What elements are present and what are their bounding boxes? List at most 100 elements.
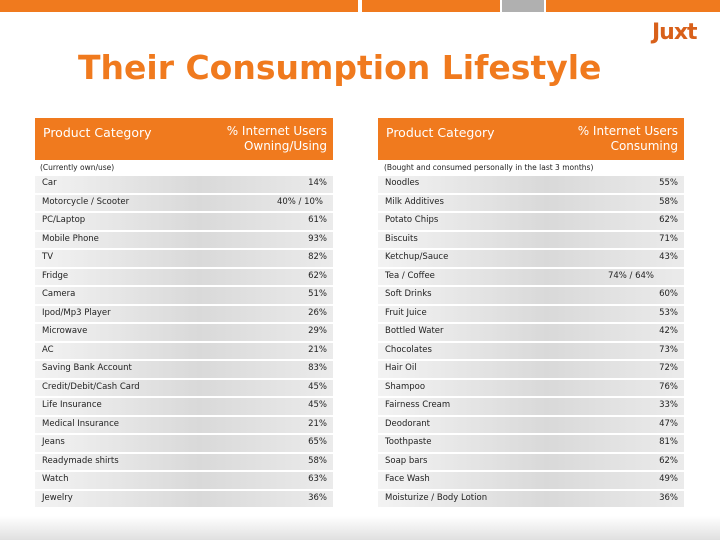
table-row: Microwave 29%: [35, 323, 333, 342]
row-value: 82%: [308, 252, 327, 262]
table-row: Shampoo 76%: [378, 379, 684, 398]
table-row: Medical Insurance 21%: [35, 416, 333, 435]
row-value: 71%: [659, 233, 678, 244]
table-row: Fairness Cream 33%: [378, 397, 684, 416]
top-accent-bar: [0, 0, 358, 12]
row-value: 83%: [308, 363, 327, 373]
table-row: TV 82%: [35, 249, 333, 268]
right-header-percent-line1: % Internet Users: [577, 124, 678, 138]
page-title: Their Consumption Lifestyle: [78, 48, 602, 87]
row-label: Tea / Coffee: [385, 270, 435, 281]
table-row: Fridge 62%: [35, 268, 333, 287]
row-value: 74% / 64%: [607, 270, 654, 281]
table-row: Hair Oil 72%: [378, 360, 684, 379]
left-table-note: (Currently own/use): [40, 163, 115, 172]
table-row: Camera 51%: [35, 286, 333, 305]
row-label: Jewelry: [42, 492, 73, 503]
left-header-category: Product Category: [43, 125, 152, 140]
row-label: Motorcycle / Scooter: [42, 196, 130, 207]
row-label: Bottled Water: [385, 326, 444, 336]
row-label: Shampoo: [385, 381, 426, 392]
row-label: Face Wash: [385, 474, 430, 484]
row-label: Ketchup/Sauce: [385, 252, 449, 262]
row-label: Jeans: [42, 437, 65, 447]
row-label: Milk Additives: [385, 196, 444, 207]
row-value: 26%: [308, 307, 327, 318]
table-row: Watch 63%: [35, 471, 333, 490]
row-label: Fruit Juice: [385, 307, 427, 318]
row-label: PC/Laptop: [42, 215, 86, 225]
table-row: Fruit Juice 53%: [378, 305, 684, 324]
table-row: Credit/Debit/Cash Card 45%: [35, 379, 333, 398]
row-value: 62%: [308, 270, 327, 281]
row-value: 36%: [308, 492, 327, 503]
row-label: Chocolates: [385, 344, 432, 355]
row-value: 51%: [308, 289, 327, 299]
row-value: 58%: [659, 196, 678, 207]
right-header-percent: % Internet Users Consuming: [578, 124, 678, 154]
table-row: Car 14%: [35, 175, 333, 194]
row-label: Noodles: [385, 178, 420, 188]
row-value: 49%: [659, 474, 678, 484]
table-row: Biscuits 71%: [378, 231, 684, 250]
table-row: Saving Bank Account 83%: [35, 360, 333, 379]
table-row: Motorcycle / Scooter 40% / 10%: [35, 194, 333, 213]
table-row: Toothpaste 81%: [378, 434, 684, 453]
table-row: Bottled Water 42%: [378, 323, 684, 342]
row-value: 60%: [659, 289, 678, 299]
row-value: 45%: [308, 381, 327, 392]
row-label: TV: [42, 252, 54, 262]
table-row: Milk Additives 58%: [378, 194, 684, 213]
row-value: 73%: [659, 344, 678, 355]
row-label: Car: [42, 178, 57, 188]
row-value: 65%: [308, 437, 327, 447]
row-value: 29%: [308, 326, 327, 336]
left-table-body: Car 14% Motorcycle / Scooter 40% / 10% PC/…: [35, 175, 333, 508]
table-row: Soap bars 62%: [378, 453, 684, 472]
top-accent-bar: [546, 0, 720, 12]
table-row: Chocolates 73%: [378, 342, 684, 361]
table-row: PC/Laptop 61%: [35, 212, 333, 231]
row-label: Biscuits: [385, 233, 418, 244]
left-header-percent: % Internet Users Owning/Using: [227, 124, 327, 154]
row-value: 72%: [659, 363, 678, 373]
row-value: 36%: [659, 492, 678, 503]
left-table-header: Product Category % Internet Users Owning…: [35, 118, 333, 160]
row-label: Mobile Phone: [42, 233, 99, 244]
row-value: 53%: [659, 307, 678, 318]
row-value: 62%: [659, 215, 678, 225]
row-value: 21%: [308, 344, 327, 355]
table-row: AC 21%: [35, 342, 333, 361]
row-value: 76%: [659, 381, 678, 392]
row-label: Potato Chips: [385, 215, 439, 225]
right-table-header: Product Category % Internet Users Consum…: [378, 118, 684, 160]
table-row: Jewelry 36%: [35, 490, 333, 509]
row-value: 62%: [659, 455, 678, 466]
row-value: 93%: [308, 233, 327, 244]
row-label: Credit/Debit/Cash Card: [42, 381, 140, 392]
right-header-category: Product Category: [386, 125, 495, 140]
row-value: 43%: [659, 252, 678, 262]
right-table-body: Noodles 55% Milk Additives 58% Potato Chip…: [378, 175, 684, 508]
row-label: Ipod/Mp3 Player: [42, 307, 111, 318]
row-value: 42%: [659, 326, 678, 336]
row-value: 81%: [659, 437, 678, 447]
row-label: Readymade shirts: [42, 455, 119, 466]
row-value: 45%: [308, 400, 327, 410]
table-row: Deodorant 47%: [378, 416, 684, 435]
row-label: Toothpaste: [385, 437, 432, 447]
top-accent-bar: [502, 0, 544, 12]
row-label: Medical Insurance: [42, 418, 119, 429]
right-table-note: (Bought and consumed personally in the l…: [384, 163, 594, 172]
top-accent-bar: [362, 0, 500, 12]
row-value: 40% / 10%: [276, 196, 323, 207]
table-row: Jeans 65%: [35, 434, 333, 453]
left-header-percent-line2: Owning/Using: [243, 139, 327, 153]
row-value: 55%: [659, 178, 678, 188]
row-value: 63%: [308, 474, 327, 484]
row-value: 33%: [659, 400, 678, 410]
left-header-percent-line1: % Internet Users: [226, 124, 327, 138]
row-label: AC: [42, 344, 54, 355]
row-label: Camera: [42, 289, 76, 299]
row-label: Moisturize / Body Lotion: [385, 492, 488, 503]
